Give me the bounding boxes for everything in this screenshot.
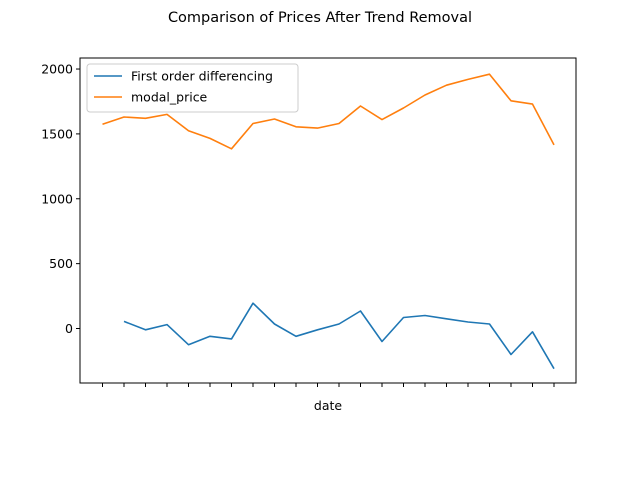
series-layer xyxy=(102,73,555,370)
y-axis: 0 500 1000 1500 2000 xyxy=(41,62,80,336)
plot-area-frame xyxy=(79,57,577,384)
y-tick-label: 2000 xyxy=(41,62,73,77)
series-line-1 xyxy=(102,73,555,150)
legend: First order differencing modal_price xyxy=(86,63,299,113)
y-tick-label: 1500 xyxy=(41,126,73,141)
chart-title: Comparison of Prices After Trend Removal xyxy=(168,10,472,26)
y-tick-label: 1000 xyxy=(41,191,73,206)
y-tick-label: 0 xyxy=(65,321,73,336)
legend-label: modal_price xyxy=(131,90,208,105)
legend-label: First order differencing xyxy=(131,69,273,84)
x-axis-label: date xyxy=(314,398,342,413)
series-line-0 xyxy=(123,302,555,370)
y-tick-label: 500 xyxy=(49,256,73,271)
legend-box xyxy=(86,63,299,113)
x-axis xyxy=(102,383,555,387)
